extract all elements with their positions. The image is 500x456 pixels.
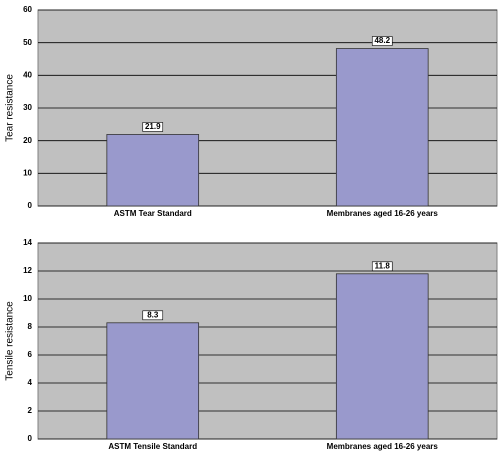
value-label: 8.3 <box>147 310 159 319</box>
y-tick-label: 14 <box>23 238 32 247</box>
y-tick-label: 6 <box>28 350 33 359</box>
value-label: 11.8 <box>375 261 391 270</box>
x-tick-label: Membranes aged 16-26 years <box>327 442 439 451</box>
y-tick-label: 40 <box>23 70 32 79</box>
x-tick-label: Membranes aged 16-26 years <box>327 209 439 218</box>
y-axis-label: Tensile resistance <box>5 301 16 381</box>
value-label-box <box>371 261 393 272</box>
y-tick-label: 60 <box>23 5 32 14</box>
bar <box>335 273 429 440</box>
y-tick-label: 10 <box>23 294 32 303</box>
value-label-box <box>371 36 393 46</box>
y-tick-label: 0 <box>28 201 33 210</box>
bar <box>106 134 200 207</box>
y-tick-label: 50 <box>23 38 32 47</box>
value-label-box <box>142 122 164 132</box>
value-label: 48.2 <box>374 36 390 45</box>
bar <box>106 322 200 440</box>
y-tick-label: 10 <box>23 168 32 177</box>
y-tick-label: 30 <box>23 103 32 112</box>
value-label: 21.9 <box>145 122 161 131</box>
y-tick-label: 2 <box>28 406 33 415</box>
y-tick-label: 4 <box>28 378 33 387</box>
y-tick-label: 8 <box>28 322 33 331</box>
value-label-box <box>142 310 164 321</box>
bar <box>335 48 429 207</box>
y-tick-label: 20 <box>23 136 32 145</box>
y-tick-label: 0 <box>28 434 33 443</box>
x-tick-label: ASTM Tensile Standard <box>108 442 197 451</box>
y-axis-label: Tear resistance <box>5 74 16 142</box>
x-tick-label: ASTM Tear Standard <box>114 209 192 218</box>
y-tick-label: 12 <box>23 266 32 275</box>
